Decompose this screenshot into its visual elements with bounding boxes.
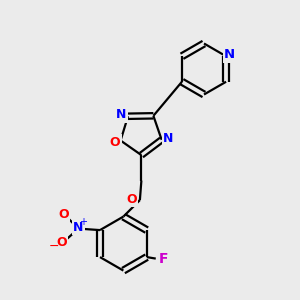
Text: N: N — [116, 108, 127, 121]
Text: O: O — [58, 208, 69, 221]
Text: N: N — [224, 48, 235, 61]
Text: O: O — [110, 136, 121, 148]
Text: N: N — [163, 132, 173, 145]
Text: O: O — [126, 193, 137, 206]
Text: O: O — [56, 236, 67, 250]
Text: −: − — [49, 240, 60, 253]
Text: +: + — [79, 217, 87, 227]
Text: F: F — [158, 252, 168, 266]
Text: N: N — [73, 220, 84, 234]
